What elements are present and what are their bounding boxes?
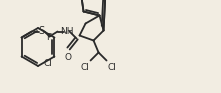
Text: Cl: Cl bbox=[81, 62, 90, 72]
Text: NH: NH bbox=[60, 27, 73, 36]
Text: F: F bbox=[46, 33, 51, 42]
Text: Cl: Cl bbox=[108, 62, 116, 72]
Text: S: S bbox=[38, 27, 45, 36]
Text: O: O bbox=[64, 53, 71, 61]
Text: Cl: Cl bbox=[44, 60, 52, 69]
